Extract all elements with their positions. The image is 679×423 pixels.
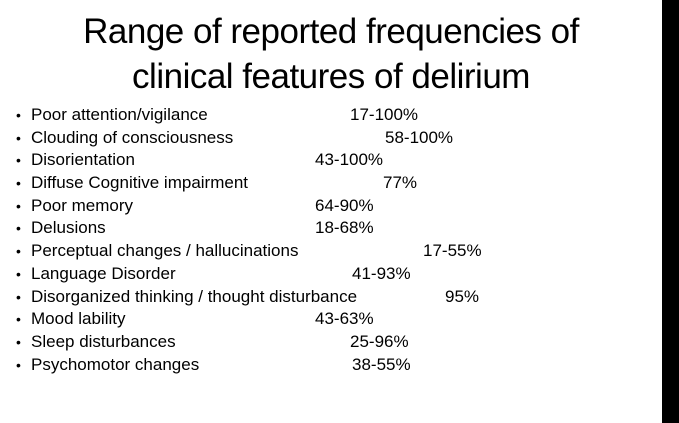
feature-value: 95% <box>445 286 480 306</box>
feature-label: Sleep disturbances <box>31 331 176 351</box>
feature-value: 41-93% <box>352 263 411 283</box>
page-title: Range of reported frequencies of clinica… <box>0 9 662 99</box>
feature-label: Language Disorder <box>31 263 176 283</box>
feature-label: Disorganized thinking / thought disturba… <box>31 286 358 306</box>
list-item: • Mood lability 43-63% <box>0 308 662 331</box>
list-item: • Poor attention/vigilance 17-100% <box>0 104 662 127</box>
bullet-icon: • <box>16 107 21 123</box>
bullet-icon: • <box>16 356 21 373</box>
feature-list: • Poor attention/vigilance 17-100% • Clo… <box>0 104 662 376</box>
title-line-1: Range of reported frequencies of <box>83 12 579 51</box>
bullet-icon: • <box>16 311 21 328</box>
bullet-icon: • <box>16 175 21 192</box>
feature-label: Poor attention/vigilance <box>31 105 208 124</box>
list-item: • Sleep disturbances 25-96% <box>0 331 662 354</box>
feature-value: 43-100% <box>315 150 384 170</box>
list-item: • Psychomotor changes 38-55% <box>0 354 662 377</box>
right-black-bar <box>662 0 679 423</box>
feature-value: 25-96% <box>350 331 409 351</box>
feature-value: 18-68% <box>315 218 374 238</box>
feature-value: 58-100% <box>385 127 454 147</box>
feature-label: Poor memory <box>31 195 134 215</box>
list-item: • Perceptual changes / hallucinations 17… <box>0 240 662 263</box>
feature-value: 64-90% <box>315 195 374 215</box>
feature-value: 17-100% <box>350 105 419 124</box>
feature-label: Perceptual changes / hallucinations <box>31 241 299 261</box>
bullet-icon: • <box>16 152 21 169</box>
bullet-icon: • <box>16 288 21 305</box>
feature-label: Diffuse Cognitive impairment <box>31 173 248 193</box>
list-item: • Clouding of consciousness 58-100% <box>0 127 662 150</box>
bullet-icon: • <box>16 129 21 146</box>
feature-label: Clouding of consciousness <box>31 127 234 147</box>
bullet-icon: • <box>16 265 21 282</box>
bullet-icon: • <box>16 243 21 260</box>
list-item: • Disorganized thinking / thought distur… <box>0 286 662 309</box>
slide-content: Range of reported frequencies of clinica… <box>0 9 662 376</box>
feature-value: 38-55% <box>352 354 411 374</box>
list-item: • Poor memory 64-90% <box>0 195 662 218</box>
bullet-icon: • <box>16 197 21 214</box>
feature-value: 77% <box>383 173 418 193</box>
list-item: • Disorientation 43-100% <box>0 149 662 172</box>
feature-label: Mood lability <box>31 309 126 329</box>
bullet-icon: • <box>16 333 21 350</box>
feature-label: Psychomotor changes <box>31 354 200 374</box>
list-item: • Diffuse Cognitive impairment 77% <box>0 172 662 195</box>
bullet-icon: • <box>16 220 21 237</box>
feature-label: Disorientation <box>31 150 135 170</box>
title-line-2: clinical features of delirium <box>132 57 530 96</box>
list-item: • Delusions 18-68% <box>0 217 662 240</box>
list-item: • Language Disorder 41-93% <box>0 263 662 286</box>
feature-value: 43-63% <box>315 309 374 329</box>
feature-value: 17-55% <box>423 241 482 261</box>
feature-label: Delusions <box>31 218 106 238</box>
